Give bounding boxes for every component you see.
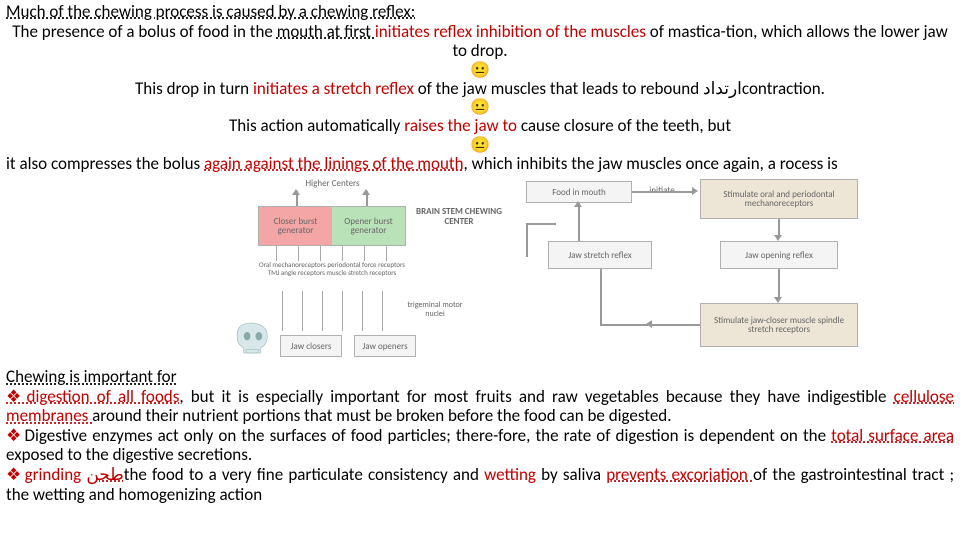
p2-text-b: initiates a stretch reflex <box>253 78 418 99</box>
b3-text-f: prevents excoriation <box>606 464 753 485</box>
paragraph-2: This drop in turn initiates a stretch re… <box>6 79 954 99</box>
arrow-open-down <box>778 269 780 299</box>
p2-text-e: contraction. <box>742 78 825 99</box>
arrowhead-food-up <box>574 201 582 207</box>
arrowhead-hc-2 <box>362 189 370 195</box>
b2-text-b: total surface area <box>831 425 954 446</box>
p2-arabic: ارتداد <box>703 78 742 99</box>
p4-text-b: again against the linings of the mouth <box>204 153 463 174</box>
p1-text-a: The presence of a bolus of food in the <box>12 21 276 42</box>
p2-text-c: of the jaw muscles that leads to rebound <box>418 78 703 99</box>
b1-text-b: , but it is especially important for mos… <box>179 386 893 407</box>
paragraph-1: The presence of a bolus of food in the m… <box>6 22 954 61</box>
b2-text-a: Digestive enzymes act only on the surfac… <box>6 425 831 446</box>
bullet-3: grinding طحنthe food to a very fine part… <box>6 465 954 504</box>
arrow-stretch-up <box>600 269 602 325</box>
jaw-opening-box: Jaw opening reflex <box>720 241 838 269</box>
bullet-1: digestion of all foods, but it is especi… <box>6 387 954 426</box>
p1-text-c: initiates reflex inhibition of the muscl… <box>375 21 650 42</box>
b3-text-d: wetting <box>484 464 541 485</box>
stimulate-oral-box: Stimulate oral and periodontal mechanore… <box>700 179 858 219</box>
paragraph-4: it also compresses the bolus again again… <box>6 154 954 174</box>
p3-text-a: This action automatically <box>229 115 404 136</box>
arrow-closer-left <box>652 324 700 326</box>
arrow-loop-h1 <box>526 223 556 225</box>
p1-text-b: mouth at first <box>277 21 375 42</box>
p2-text-a: This drop in turn <box>135 78 253 99</box>
arrow-loop-v1 <box>526 223 528 257</box>
arrowhead-hc-1 <box>292 189 300 195</box>
food-in-mouth-box: Food in mouth <box>526 181 632 203</box>
chewing-reflex-heading: Much of the chewing process is caused by… <box>6 2 954 22</box>
b3-lead: grinding <box>6 464 86 485</box>
arrow-bottom-h <box>600 324 648 326</box>
opener-burst-label: Opener burst generator <box>332 207 405 245</box>
higher-centers-label: Higher Centers <box>290 179 375 188</box>
trigeminal-label: trigeminal motor nuclei <box>404 301 466 318</box>
paragraph-3: This action automatically raises the jaw… <box>6 116 954 136</box>
jaw-openers-box: Jaw openers <box>354 335 416 357</box>
p3-text-c: cause closure of the teeth, but <box>521 115 731 136</box>
bullet-2: Digestive enzymes act only on the surfac… <box>6 426 954 465</box>
p3-text-b: raises the jaw to <box>404 115 521 136</box>
brain-stem-label: BRAIN STEM CHEWING CENTER <box>416 207 502 226</box>
chewing-important-heading: Chewing is important for <box>6 367 954 387</box>
b1-text-d: around their nutrient portions that must… <box>92 405 671 426</box>
arrowhead-food-to-stim <box>692 187 698 195</box>
afferents-label: Oral mechanoreceptors periodontal force … <box>258 261 406 276</box>
p4-text-a: it also compresses the bolus <box>6 153 204 174</box>
closer-burst-label: Closer burst generator <box>259 207 332 245</box>
b3-text-c: the food to a very fine particulate cons… <box>124 464 484 485</box>
skull-icon <box>232 319 274 355</box>
emoji-2: 😐 <box>6 100 954 116</box>
emoji-1: 😐 <box>6 63 954 79</box>
stimulate-closer-box: Stimulate jaw-closer muscle spindle stre… <box>700 303 858 347</box>
chewing-reflex-diagram: Higher Centers Closer burst generator Op… <box>226 179 866 361</box>
b2-text-c: exposed to the digestive secretions. <box>6 444 252 465</box>
burst-generator-box: Closer burst generator Opener burst gene… <box>258 206 406 246</box>
arrow-food-to-stim <box>632 191 694 193</box>
jaw-stretch-box: Jaw stretch reflex <box>548 241 652 269</box>
vertical-afferent-lines <box>276 246 388 261</box>
b1-lead: digestion of all foods <box>6 386 179 407</box>
emoji-3: 😐 <box>6 138 954 154</box>
jaw-closers-box: Jaw closers <box>280 335 342 357</box>
b3-text-e: by saliva <box>541 464 606 485</box>
p4-text-c: , which inhibits the jaw muscles once ag… <box>464 153 838 174</box>
arrow-food-down <box>578 203 580 241</box>
vertical-motor-lines <box>282 291 382 331</box>
b3-arabic: طحن <box>86 464 123 485</box>
